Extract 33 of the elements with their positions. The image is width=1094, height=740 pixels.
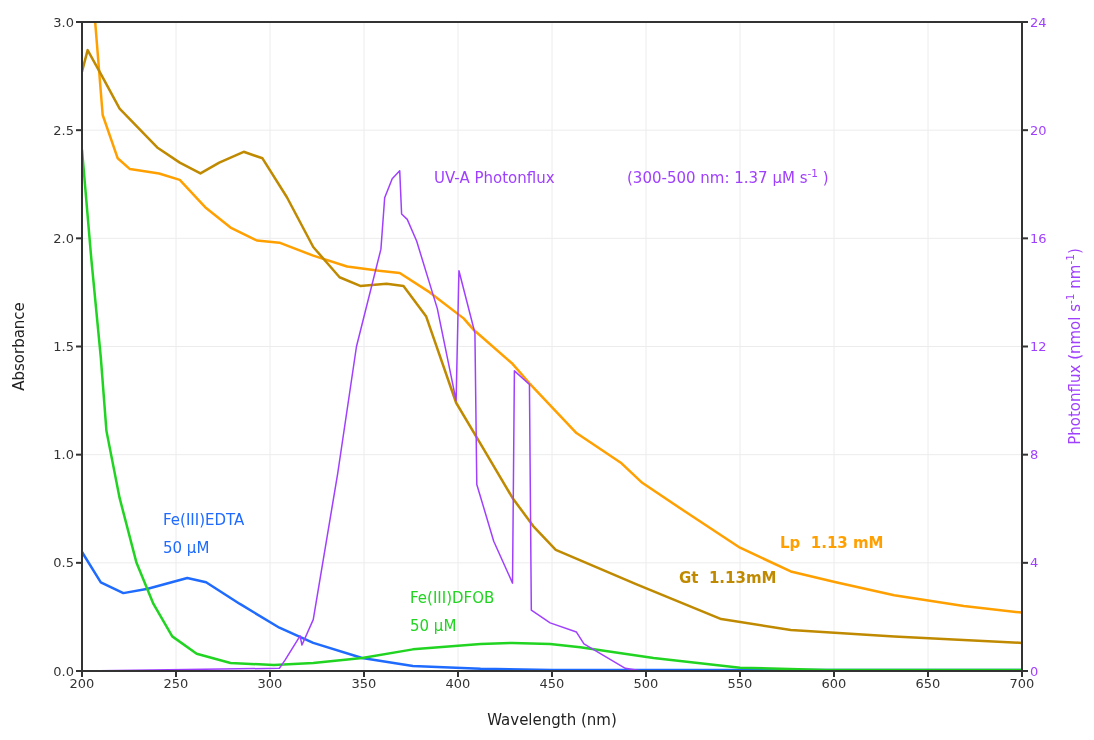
annotation: (300-500 nm: 1.37 µM s$^{-1}$ ) <box>627 167 829 187</box>
y-tick-label: 0.5 <box>53 555 74 571</box>
x-tick-label: 600 <box>821 676 847 692</box>
x-axis-title: Wavelength (nm) <box>487 711 617 729</box>
text: UV-A Photonflux <box>434 169 555 187</box>
x-tick-label: 700 <box>1009 676 1035 692</box>
x-tick-label: 200 <box>69 676 95 692</box>
x-tick-label: 350 <box>351 676 377 692</box>
x-tick-label: 450 <box>539 676 565 692</box>
y2-tick-label: 8 <box>1030 447 1039 463</box>
series-label: Lp 1.13 mM <box>780 534 884 552</box>
y-tick-label: 3.0 <box>53 14 74 30</box>
x-tick-label: 250 <box>163 676 189 692</box>
y-axis-title: Absorbance <box>10 302 28 391</box>
series-label: Fe(III)EDTA 50 µM <box>163 511 246 557</box>
y2-tick-label: 24 <box>1030 14 1047 30</box>
x-tick-label: 550 <box>727 676 753 692</box>
y2-tick-label: 4 <box>1030 555 1039 571</box>
x-tick-label: 650 <box>915 676 941 692</box>
y-tick-label: 2.5 <box>53 122 74 138</box>
y2-tick-label: 16 <box>1030 230 1047 246</box>
y2-tick-label: 20 <box>1030 122 1047 138</box>
y2-tick-label: 12 <box>1030 339 1047 355</box>
y-tick-label: 1.0 <box>53 447 74 463</box>
y-tick-label: 1.5 <box>53 339 74 355</box>
y-tick-label: 0.0 <box>53 663 74 679</box>
x-tick-label: 400 <box>445 676 471 692</box>
series-label: Fe(III)DFOB 50 µM <box>410 589 495 635</box>
y-tick-label: 2.0 <box>53 230 74 246</box>
x-tick-label: 500 <box>633 676 659 692</box>
y2-tick-label: 0 <box>1030 663 1039 679</box>
x-tick-label: 300 <box>257 676 283 692</box>
series-label: Gt 1.13mM <box>679 569 777 587</box>
